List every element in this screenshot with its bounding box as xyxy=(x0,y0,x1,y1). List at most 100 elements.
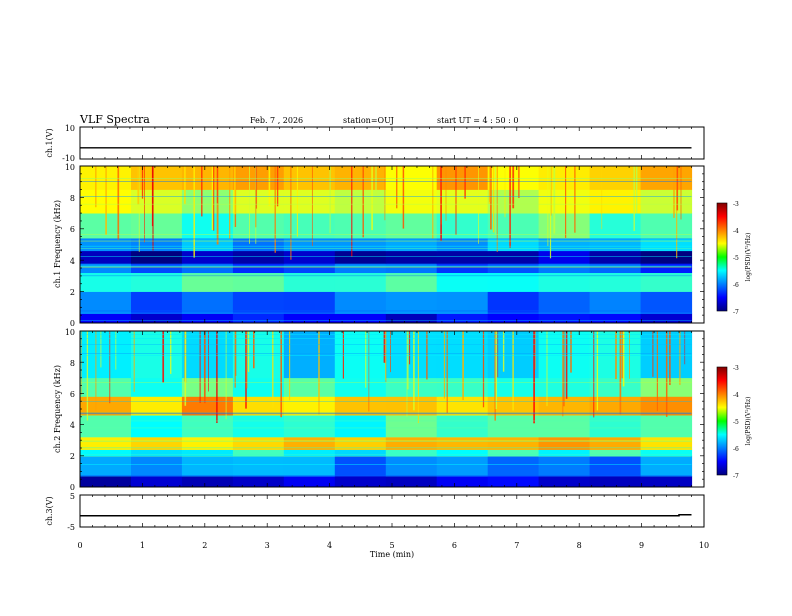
spectrogram-cell xyxy=(334,166,387,190)
ch1-cbar-tick-m4: -4 xyxy=(733,228,739,235)
spectrogram-cell xyxy=(80,437,132,450)
time-axis-tick-labels: 0 1 2 3 4 5 6 7 8 9 10 xyxy=(77,541,709,550)
spectrogram-cell xyxy=(283,449,336,457)
spectrogram-cell xyxy=(334,437,387,450)
spectrogram-cell xyxy=(640,449,693,457)
spectrogram-cell xyxy=(640,272,693,292)
spectrogram-cell xyxy=(334,213,387,239)
ch1-cbar-tick-m6: -6 xyxy=(733,282,739,289)
ch1-ytick-4: 4 xyxy=(70,257,75,266)
x-tick-label: 9 xyxy=(639,541,644,550)
x-tick-label: 5 xyxy=(389,541,394,550)
spectrogram-cell xyxy=(181,313,234,324)
spectrogram-cell xyxy=(385,455,438,477)
spectrogram-cell xyxy=(232,455,285,477)
spectrogram-cell xyxy=(181,166,234,190)
ch1-ytick-bottom: -10 xyxy=(62,154,75,163)
x-tick-label: 0 xyxy=(77,541,82,550)
spectrogram-cell xyxy=(385,291,438,314)
spectrogram-cell xyxy=(283,238,336,252)
spectrogram-cell xyxy=(538,213,591,239)
spectrogram-cell xyxy=(538,272,591,292)
spectrogram-cell xyxy=(487,272,540,292)
ch2-ytick-8: 8 xyxy=(70,359,75,368)
ch3-waveform-line xyxy=(80,514,692,517)
ch1-spectrogram-image xyxy=(80,166,704,324)
spectrogram-cell xyxy=(436,250,489,264)
spectrogram-cell xyxy=(334,250,387,264)
spectrogram-cell xyxy=(436,189,489,214)
spectrogram-cell xyxy=(385,415,438,438)
ch3-ytick-top: 5 xyxy=(70,492,75,501)
ch1-cbar-tick-m7: -7 xyxy=(733,309,739,316)
spectrogram-cell xyxy=(538,437,591,450)
spectrogram-cell xyxy=(436,213,489,239)
spectrogram-cell xyxy=(131,313,183,324)
spectrogram-cell xyxy=(436,455,489,477)
ch1-ytick-top: 10 xyxy=(65,124,75,133)
spectrogram-cell xyxy=(131,449,183,457)
spectrogram-cell xyxy=(487,213,540,239)
spectrogram-cell xyxy=(334,291,387,314)
spectrogram-cell xyxy=(334,238,387,252)
x-tick-label: 7 xyxy=(514,541,519,550)
ch3-waveform-frame xyxy=(79,494,705,528)
spectrogram-cell xyxy=(640,415,693,438)
spectrogram-cell xyxy=(487,437,540,450)
ch3-ytick-bottom: -5 xyxy=(67,523,75,532)
ch1-ytick-8: 8 xyxy=(70,194,75,203)
spectrogram-cell xyxy=(538,189,591,214)
ch2-spectrogram-panel: 10 8 6 4 2 0 ch.2 Frequency (kHz) -3 -4 … xyxy=(53,328,752,492)
ch2-spectrogram-image xyxy=(80,331,704,488)
spectrogram-cell xyxy=(385,263,438,273)
spectrogram-cell xyxy=(334,263,387,273)
spectrogram-cell xyxy=(181,455,234,477)
spectrogram-cell xyxy=(385,166,438,190)
spectrogram-cell xyxy=(538,291,591,314)
spectrogram-cell xyxy=(283,189,336,214)
figure-title: VLF Spectra xyxy=(79,113,150,126)
spectrogram-cell xyxy=(640,213,693,239)
spectrogram-cell xyxy=(283,476,336,488)
spectrogram-cell xyxy=(334,415,387,438)
spectrogram-cell xyxy=(334,313,387,324)
spectrogram-cell xyxy=(487,449,540,457)
spectrogram-cell xyxy=(131,166,183,190)
spectrogram-cell xyxy=(385,449,438,457)
ch1-ytick-10: 10 xyxy=(65,163,75,172)
spectrogram-cell xyxy=(538,313,591,324)
ch2-ytick-0: 0 xyxy=(70,483,75,492)
spectrogram-cell xyxy=(283,331,336,379)
spectrogram-cell xyxy=(181,449,234,457)
spectrogram-cell xyxy=(487,238,540,252)
spectrogram-cell xyxy=(538,455,591,477)
spectrogram-cell xyxy=(80,291,132,314)
spectrogram-cell xyxy=(640,476,693,488)
spectrogram-cell xyxy=(283,415,336,438)
spectrogram-cell xyxy=(385,331,438,379)
spectrogram-cell xyxy=(385,377,438,397)
spectrogram-cell xyxy=(232,331,285,379)
spectrogram-cell xyxy=(181,331,234,379)
spectrogram-cell xyxy=(232,377,285,397)
spectrogram-cell xyxy=(436,272,489,292)
ch1-cbar-tick-m5: -5 xyxy=(733,255,739,262)
spectrogram-cell xyxy=(487,263,540,273)
spectrogram-cell xyxy=(181,476,234,488)
spectrogram-cell xyxy=(589,189,642,214)
ch1-spectrogram-ylabel: ch.1 Frequency (kHz) xyxy=(53,200,62,288)
spectrogram-cell xyxy=(181,437,234,450)
spectrogram-cell xyxy=(538,263,591,273)
spectrogram-cell xyxy=(538,238,591,252)
ch1-ylabel: ch.1(V) xyxy=(45,128,54,157)
ch1-waveform-panel: 10 -10 ch.1(V) xyxy=(45,124,705,163)
ch2-cbar-tick-m5: -5 xyxy=(733,419,739,426)
spectrogram-cell xyxy=(589,415,642,438)
time-axis-ticks xyxy=(79,127,705,527)
spectrogram-cell xyxy=(80,238,132,252)
spectrogram-cell xyxy=(131,437,183,450)
spectrogram-cell xyxy=(181,272,234,292)
spectrogram-cell xyxy=(538,166,591,190)
spectrogram-cell xyxy=(640,437,693,450)
spectrogram-cell xyxy=(436,238,489,252)
